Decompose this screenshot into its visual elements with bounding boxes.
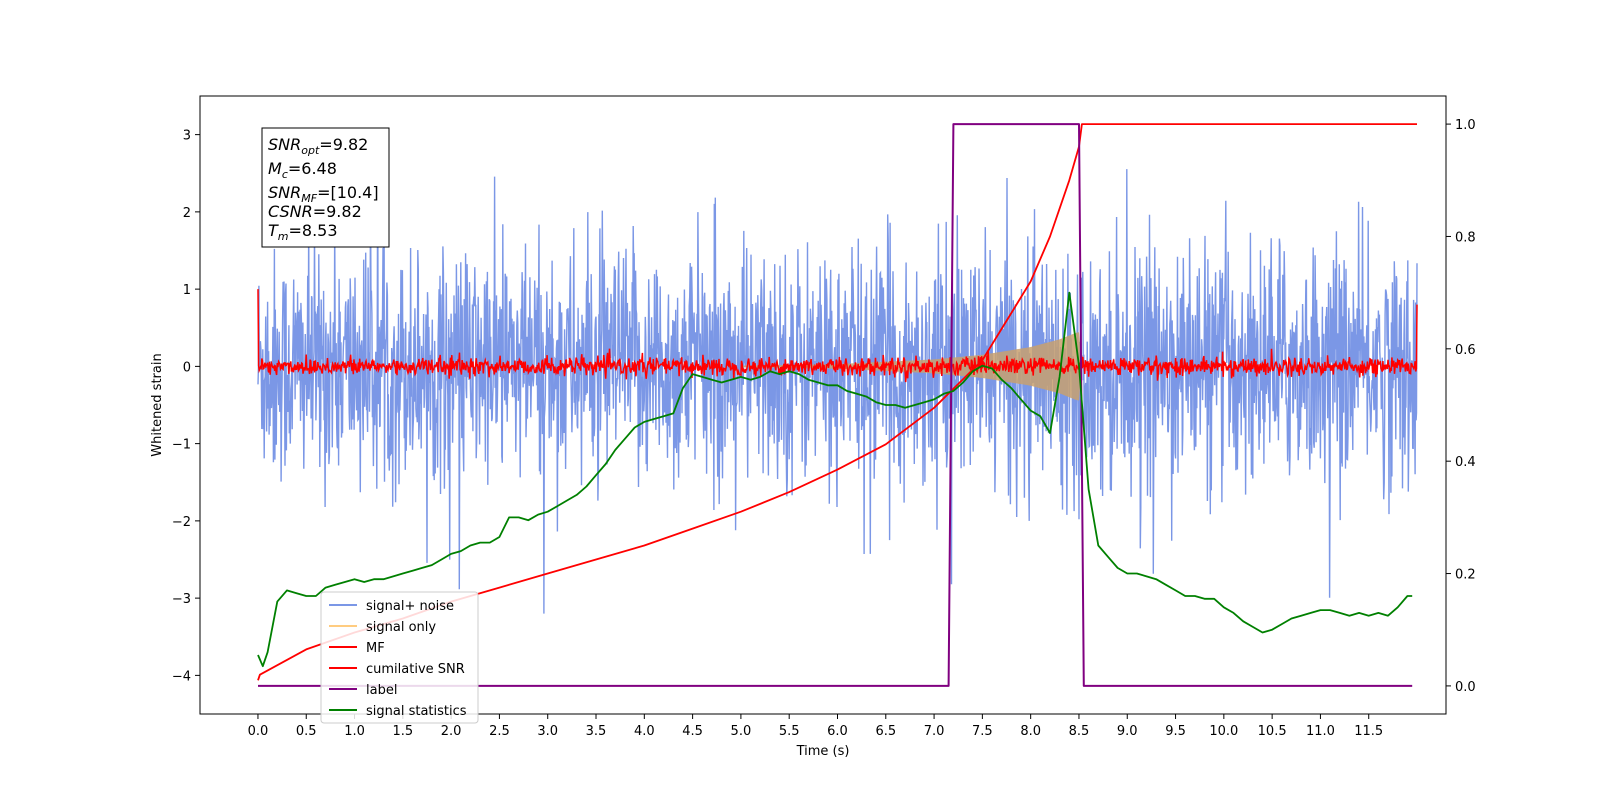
legend-label: signal+ noise [366,599,454,614]
x-tick-label: 0.0 [248,724,269,739]
y2-tick-label: 1.0 [1455,118,1476,133]
x-tick-label: 11.5 [1354,724,1383,739]
x-tick-label: 2.5 [489,724,510,739]
plot-frame [199,95,1447,715]
x-tick-label: 8.5 [1069,724,1090,739]
annotation-line-csnr: CSNR=9.82 [268,202,362,221]
y-tick-label: −3 [172,592,191,607]
x-tick-label: 7.5 [972,724,993,739]
x-tick-label: 3.0 [537,724,558,739]
legend-label: signal only [366,620,436,635]
x-tick-label: 0.5 [296,724,317,739]
x-tick-label: 5.0 [731,724,752,739]
x-tick-label: 1.5 [392,724,413,739]
series-mf [257,289,1418,383]
x-tick-label: 9.0 [1117,724,1138,739]
y2-tick-label: 0.8 [1455,230,1476,245]
x-tick-label: 8.0 [1020,724,1041,739]
annotation-line-snr-opt: SNRopt=9.82 [268,135,368,157]
x-tick-label: 6.5 [875,724,896,739]
annotation-line-tm: Tm=8.53 [268,221,338,243]
y-tick-label: −4 [172,669,191,684]
annotation-box: SNRopt=9.82 Mc=6.48 SNRMF=[10.4] CSNR=9.… [261,127,390,248]
x-tick-label: 2.0 [441,724,462,739]
y2-tick-label: 0.2 [1455,568,1476,583]
x-tick-label: 3.5 [586,724,607,739]
x-tick-label: 10.5 [1258,724,1287,739]
legend-label: MF [366,641,385,656]
y-tick-label: −2 [172,515,191,530]
x-tick-label: 4.0 [634,724,655,739]
y2-tick-label: 0.6 [1455,343,1476,358]
x-tick-label: 10.0 [1209,724,1238,739]
x-tick-label: 4.5 [682,724,703,739]
x-axis-label: Time (s) [796,744,850,759]
y-tick-label: −1 [172,438,191,453]
x-tick-label: 11.0 [1306,724,1335,739]
legend: signal+ noise signal only MF cumilative SNR… [320,591,479,724]
y2-tick-label: 0.0 [1455,680,1476,695]
series-signal-statistics [257,291,1413,668]
legend-label: cumilative SNR [366,662,465,677]
x-tick-label: 7.0 [924,724,945,739]
y-axis-label: Whitened strain [150,353,165,456]
annotation-line-mc: Mc=6.48 [268,159,337,181]
y-tick-label: 1 [183,283,191,298]
x-tick-label: 1.0 [344,724,365,739]
legend-label: label [366,683,397,698]
legend-label: signal statistics [366,704,467,719]
y-tick-label: 0 [183,360,191,375]
x-tick-label: 9.5 [1165,724,1186,739]
legend-frame [320,591,479,724]
y-tick-label: 2 [183,206,191,221]
y2-tick-label: 0.4 [1455,455,1476,470]
y-tick-label: 3 [183,129,191,144]
annotation-line-snr-mf: SNRMF=[10.4] [268,183,379,205]
series-signal-noise [257,145,1418,614]
x-tick-label: 5.5 [779,724,800,739]
x-tick-label: 6.0 [827,724,848,739]
series-label [258,123,1413,687]
